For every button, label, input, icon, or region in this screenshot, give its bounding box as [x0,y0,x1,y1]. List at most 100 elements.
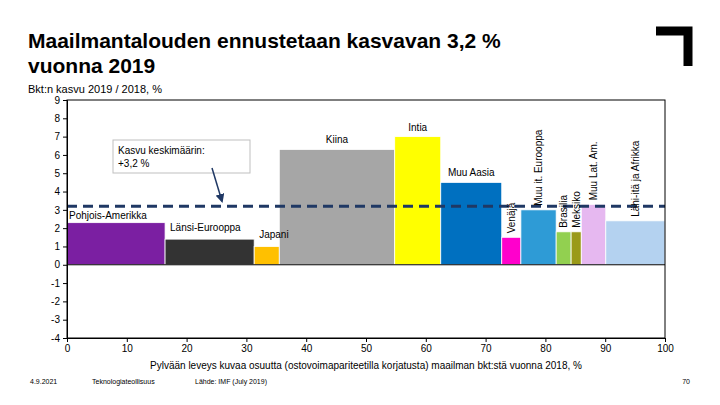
y-tick-mark [63,173,67,174]
annotation: Kasvu keskimäärin: +3,2 % [113,140,250,201]
x-tick: 0 [65,338,71,354]
category-label: Meksiko [571,191,582,228]
x-tick-label: 10 [122,343,134,354]
logo [656,31,688,66]
category-label: Japani [259,229,288,240]
x-axis: 0102030405060708090100 [65,338,675,354]
x-tick-mark [366,338,367,342]
x-axis-line [68,339,666,343]
y-tick: 7 [54,131,67,142]
y-tick-mark [63,118,67,119]
x-axis-title: Pylvään leveys kuvaa osuutta (ostovoimap… [150,360,582,371]
y-axis: -4 -3 -2 -1 0 1 2 3 4 5 6 7 8 9 [51,95,67,344]
annotation-text: Kasvu keskimäärin: [118,145,205,156]
y-tick: 2 [54,223,67,234]
x-tick-label: 60 [421,343,433,354]
x-tick: 10 [122,338,134,354]
category-label: Muu Lat. Am. [588,141,599,200]
x-tick-mark [486,338,487,342]
y-tick: 9 [54,95,67,106]
x-tick-mark [665,338,666,342]
y-tick-label: -4 [51,333,60,344]
annotation-box [113,140,250,173]
bars [67,137,665,265]
y-tick-mark [63,228,67,229]
x-tick: 50 [361,338,373,354]
annotation-arrow [212,168,222,201]
y-tick-label: -2 [51,296,60,307]
bar [254,246,279,264]
category-label: Länsi-Eurooppa [170,222,241,233]
y-tick: 3 [54,205,67,216]
y-tick-label: 1 [54,241,60,252]
x-tick-label: 80 [540,343,552,354]
plot-frame [67,100,665,338]
bar [556,232,571,265]
y-tick-label: 0 [54,259,60,270]
y-tick: -3 [51,314,67,325]
y-tick-mark [63,283,67,284]
x-tick-mark [127,338,128,342]
x-tick: 90 [600,338,612,354]
footer: Lähde: IMF (July 2019) [195,378,267,386]
x-tick: 60 [421,338,433,354]
y-tick-label: -1 [51,278,60,289]
x-tick: 100 [657,338,674,354]
x-tick-mark [246,338,247,342]
y-tick-mark [63,192,67,193]
category-label: Muu it. Eurooppa [533,129,544,206]
footer: Teknologiateollisuus [92,378,155,386]
y-tick: 4 [54,186,67,197]
category-label: Pohjois-Amerikka [69,210,147,221]
x-tick: 20 [182,338,194,354]
y-tick: 5 [54,168,67,179]
title: Maailmantalouden ennustetaan kasvavan 3,… [28,29,501,52]
x-tick: 40 [301,338,313,354]
x-tick-label: 90 [600,343,612,354]
y-tick-label: 4 [54,186,60,197]
x-tick-label: 30 [241,343,253,354]
y-tick: 0 [54,259,67,270]
annotation-text: +3,2 % [118,158,150,169]
zero-line [67,264,665,265]
y-tick-mark [63,100,67,101]
bar [165,239,254,265]
x-tick-label: 100 [657,343,674,354]
x-tick-mark [426,338,427,342]
y-tick: 6 [54,150,67,161]
y-tick: 1 [54,241,67,252]
y-tick: -4 [51,333,67,344]
x-tick-mark [306,338,307,342]
y-tick-mark [63,301,67,302]
y-tick-mark [63,210,67,211]
y-tick: 8 [54,113,67,124]
x-tick-mark [605,338,606,342]
y-tick-label: 9 [54,95,60,106]
x-tick: 30 [241,338,253,354]
x-tick: 80 [540,338,552,354]
bar [441,182,502,264]
bar [581,204,606,264]
y-tick-mark [63,338,67,339]
y-tick-label: 2 [54,223,60,234]
bar [502,237,521,264]
y-tick-label: 7 [54,131,60,142]
category-label: Lähi-itä ja Afrikka [630,140,641,217]
bar [395,137,441,265]
y-tick-mark [63,246,67,247]
category-label: Muu Aasia [448,167,495,178]
x-tick-label: 20 [182,343,194,354]
bar [521,210,556,265]
x-tick-mark [187,338,188,342]
footer: 70 [682,378,690,385]
x-tick-label: 50 [361,343,373,354]
y-tick-label: 8 [54,113,60,124]
y-axis-line [63,101,68,339]
category-labels: Pohjois-AmerikkaLänsi-EurooppaJapaniKiin… [69,122,641,241]
chart: Maailmantalouden ennustetaan kasvavan 3,… [0,0,720,405]
y-tick-label: 5 [54,168,60,179]
y-tick-label: 3 [54,205,60,216]
y-tick-label: -3 [51,314,60,325]
x-tick-mark [545,338,546,342]
category-label: Brasilia [558,195,569,228]
